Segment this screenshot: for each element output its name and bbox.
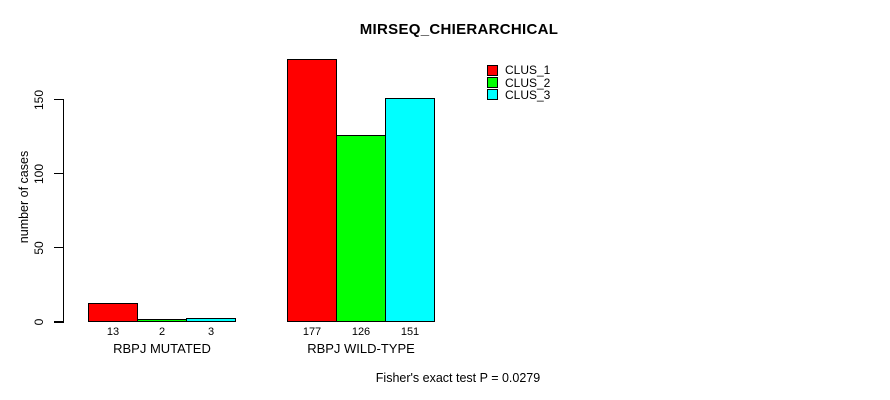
x-axis-category-label: RBPJ MUTATED [113, 341, 211, 356]
pvalue-note: Fisher's exact test P = 0.0279 [375, 371, 541, 385]
y-axis-line [63, 99, 65, 323]
legend-label: CLUS_1 [505, 63, 551, 78]
x-axis-category-label: RBPJ WILD-TYPE [307, 341, 415, 356]
legend: CLUS_1 CLUS_2 CLUS_3 [487, 63, 551, 102]
legend-swatch [487, 89, 498, 101]
legend-item-clus-3: CLUS_3 [487, 87, 551, 102]
legend-item-clus-2: CLUS_2 [487, 75, 551, 90]
legend-swatch [487, 77, 498, 89]
bar-clus-3-rbpj-mutated [186, 318, 236, 322]
y-axis-tick-label: 150 [32, 89, 46, 110]
bar-value-label: 2 [158, 326, 166, 338]
legend-label: CLUS_2 [505, 75, 551, 90]
y-axis-tick [54, 173, 63, 175]
y-axis-tick [54, 98, 63, 101]
bar-value-label: 3 [207, 326, 215, 338]
y-axis-tick-label: 0 [32, 318, 46, 326]
bar-clus-1-rbpj-wild-type [287, 59, 337, 322]
bar-clus-1-rbpj-mutated [88, 303, 138, 322]
y-axis-label: number of cases [17, 150, 31, 244]
bar-clus-2-rbpj-wild-type [336, 135, 386, 322]
y-axis-tick [54, 321, 63, 323]
y-axis-tick-label: 100 [32, 163, 46, 184]
bar-value-label: 126 [351, 326, 371, 338]
legend-item-clus-1: CLUS_1 [487, 63, 551, 78]
legend-label: CLUS_3 [505, 87, 551, 102]
bar-value-label: 151 [400, 326, 420, 338]
bar-value-label: 13 [106, 326, 120, 338]
chart-title: MIRSEQ_CHIERARCHICAL [359, 21, 559, 38]
y-axis-tick [54, 247, 63, 249]
bar-value-label: 177 [302, 326, 322, 338]
legend-swatch [487, 64, 498, 76]
y-axis-tick-label: 50 [32, 241, 46, 255]
bar-clus-2-rbpj-mutated [137, 319, 187, 322]
bar-clus-3-rbpj-wild-type [385, 98, 435, 322]
